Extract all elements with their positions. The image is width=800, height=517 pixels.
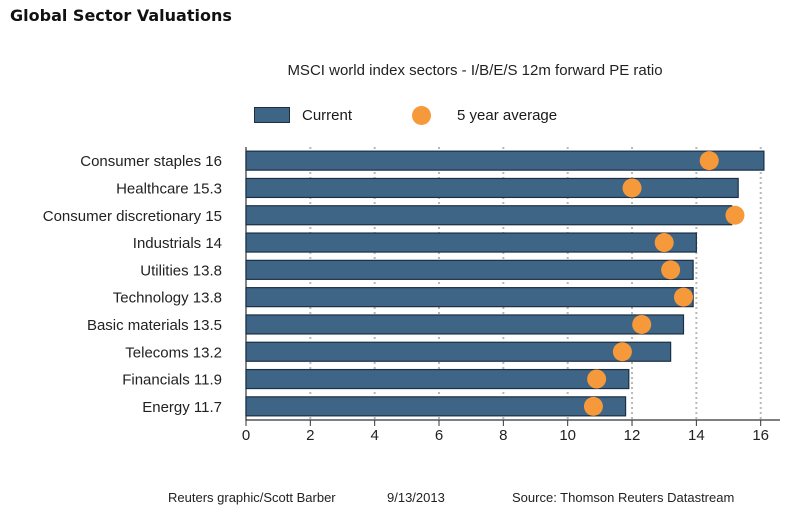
category-label: Telecoms 13.2 [125,344,222,361]
dot-5yr-average [622,178,642,198]
category-label: Healthcare 15.3 [116,180,222,197]
x-tick-label: 14 [688,427,705,444]
bar-current [245,287,694,308]
legend-label-5yr-average: 5 year average [457,106,558,124]
legend-label-current: Current [302,106,353,124]
x-tick-label: 10 [559,427,576,444]
bar-current [245,341,672,362]
category-label: Industrials 14 [133,235,222,252]
bar-current [245,259,694,280]
legend-swatch-current [254,107,290,123]
x-tick-label: 8 [499,427,507,444]
dot-5yr-average [725,205,745,225]
footer-credit: Reuters graphic/Scott Barber [168,490,336,505]
dot-5yr-average [673,287,693,307]
chart-legend: Current 5 year average [254,103,557,127]
dot-5yr-average [661,260,681,280]
x-tick-label: 12 [624,427,641,444]
category-label: Financials 11.9 [122,372,222,389]
dot-5yr-average [699,151,719,171]
category-label: Utilities 13.8 [140,262,222,279]
bar-current [245,396,627,417]
footer-date: 9/13/2013 [387,490,445,505]
footer-source: Source: Thomson Reuters Datastream [512,490,735,505]
dot-5yr-average [612,342,632,362]
bar-current [245,368,630,390]
category-label: Basic materials 13.5 [87,317,222,334]
dot-5yr-average [654,233,674,253]
category-label: Consumer discretionary 15 [43,208,222,225]
dot-5yr-average [587,369,607,389]
bar-current [245,232,697,253]
category-label: Energy 11.7 [142,399,222,416]
x-tick-label: 2 [306,427,314,444]
bar-current [245,314,685,335]
dot-5yr-average [583,396,603,416]
bar-current [245,150,765,171]
bar-current [245,205,733,226]
x-tick-label: 0 [242,427,250,444]
x-tick-label: 4 [371,427,379,444]
category-label: Consumer staples 16 [80,153,222,170]
page-title: Global Sector Valuations [10,6,232,25]
x-tick-label: 16 [752,427,769,444]
category-label: Technology 13.8 [113,290,222,307]
legend-swatch-5yr-average [412,105,432,125]
x-tick-label: 6 [435,427,443,444]
chart-title: MSCI world index sectors - I/B/E/S 12m f… [287,62,663,79]
dot-5yr-average [632,314,652,334]
bar-current [245,177,739,199]
